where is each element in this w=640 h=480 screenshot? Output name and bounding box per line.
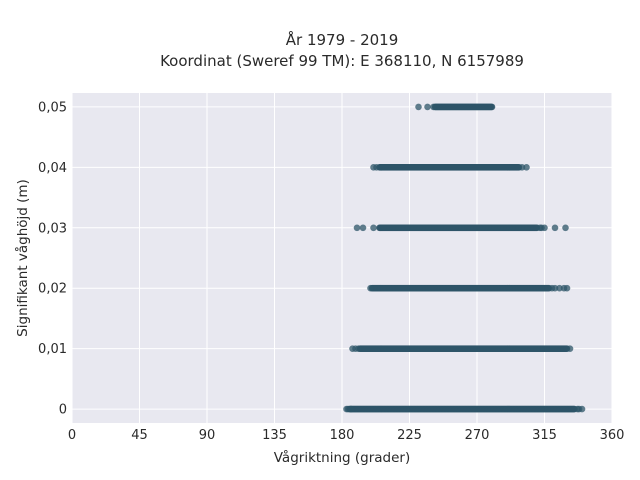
y-axis-label: Signifikant våghöjd (m) bbox=[14, 179, 31, 337]
data-point bbox=[523, 164, 530, 171]
data-points bbox=[343, 103, 586, 413]
x-tick-label: 0 bbox=[68, 428, 76, 443]
data-point bbox=[359, 224, 367, 232]
x-tick-label: 270 bbox=[465, 428, 490, 443]
data-point bbox=[541, 224, 548, 232]
x-tick-label: 315 bbox=[532, 428, 557, 443]
data-point bbox=[373, 164, 380, 171]
data-point bbox=[488, 103, 496, 111]
y-tick-label: 0,01 bbox=[38, 342, 67, 357]
y-tick-label: 0,04 bbox=[38, 161, 67, 176]
scatter-series bbox=[343, 405, 586, 413]
x-axis-ticks: 0 45 90 135 180 225 270 315 360 bbox=[68, 428, 625, 443]
chart-title: År 1979 - 2019 bbox=[286, 30, 399, 49]
data-point bbox=[563, 284, 571, 292]
data-point bbox=[578, 405, 586, 413]
data-point bbox=[562, 224, 569, 232]
y-tick-label: 0,03 bbox=[38, 221, 67, 236]
scatter-series bbox=[349, 345, 574, 352]
y-axis-ticks: 0 0,01 0,02 0,03 0,04 0,05 bbox=[38, 100, 67, 417]
y-tick-label: 0,02 bbox=[38, 282, 67, 297]
scatter-series bbox=[353, 224, 569, 232]
data-point bbox=[370, 224, 377, 232]
x-tick-label: 180 bbox=[330, 428, 355, 443]
x-tick-label: 360 bbox=[600, 428, 625, 443]
data-point bbox=[355, 345, 362, 352]
data-point bbox=[415, 103, 422, 111]
data-point bbox=[347, 405, 355, 413]
data-point bbox=[353, 224, 361, 232]
y-tick-label: 0 bbox=[59, 403, 67, 418]
data-point bbox=[367, 284, 374, 292]
scatter-series bbox=[370, 164, 530, 171]
scatter-series bbox=[415, 103, 496, 111]
x-tick-label: 90 bbox=[199, 428, 216, 443]
x-tick-label: 45 bbox=[131, 428, 148, 443]
chart-subtitle: Koordinat (Sweref 99 TM): E 368110, N 61… bbox=[160, 52, 524, 70]
x-tick-label: 225 bbox=[397, 428, 422, 443]
data-point bbox=[430, 103, 437, 111]
x-axis-label: Vågriktning (grader) bbox=[274, 449, 411, 466]
scatter-series bbox=[367, 284, 571, 292]
data-point bbox=[566, 345, 574, 352]
data-point bbox=[424, 103, 431, 111]
y-tick-label: 0,05 bbox=[38, 100, 67, 115]
x-tick-label: 135 bbox=[262, 428, 287, 443]
data-point bbox=[551, 224, 559, 232]
